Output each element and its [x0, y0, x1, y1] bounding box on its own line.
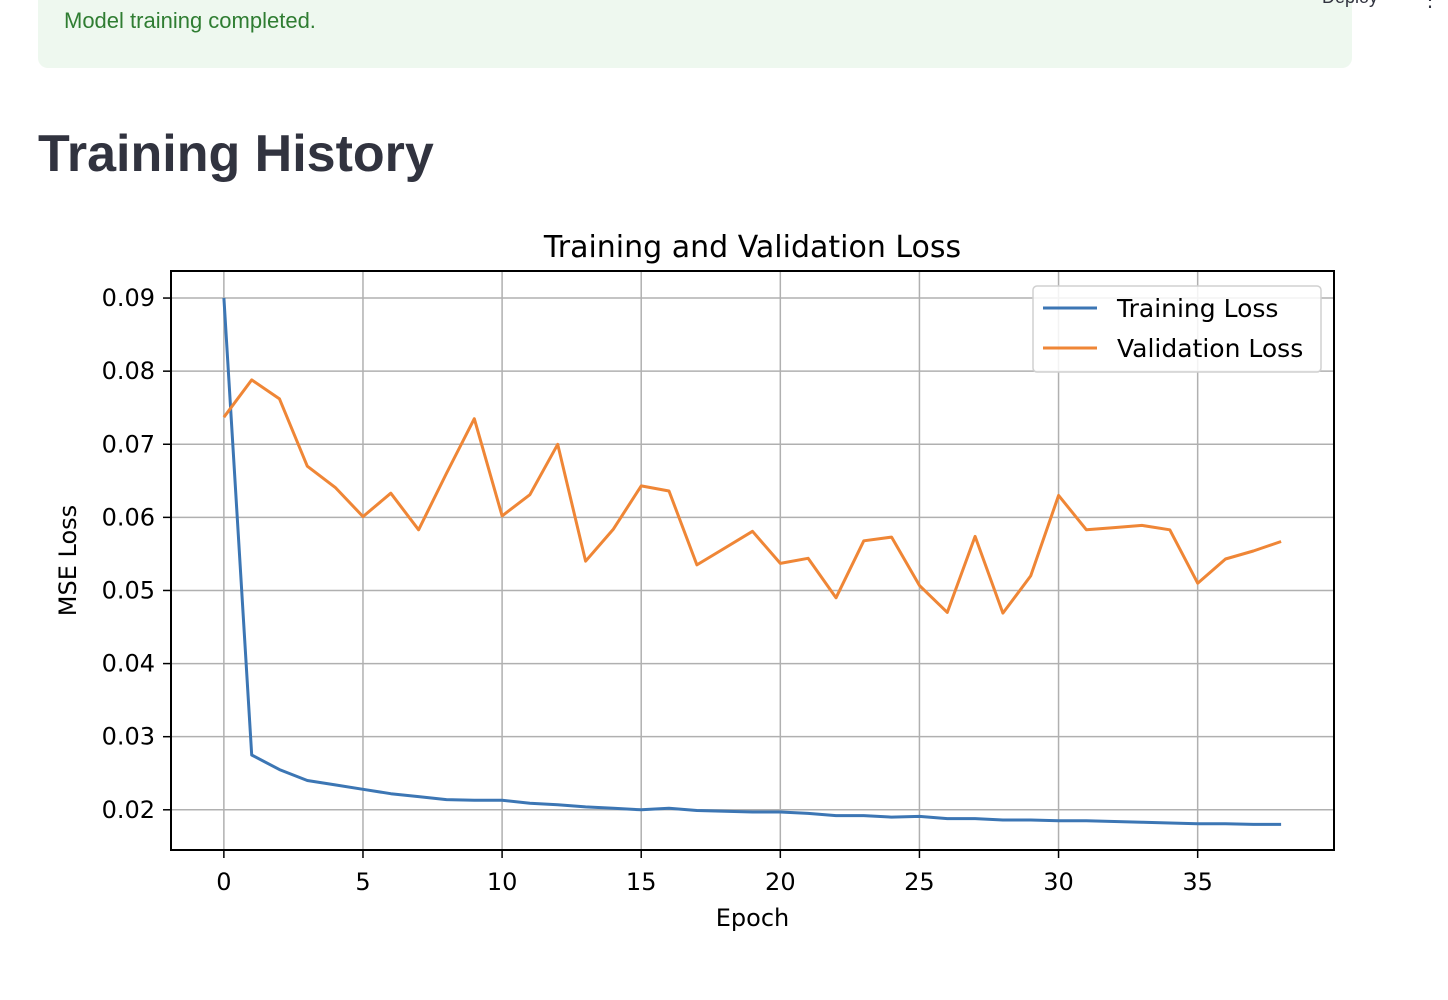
loss-chart: 0 5 10 15 20 25 30 35 0.02 0.03 0.04 0.05 0.06 0.07 0…	[0, 200, 1448, 960]
x-tick-label: 5	[355, 868, 370, 896]
grid-lines	[171, 271, 1334, 850]
series-line-training-loss	[222, 297, 1282, 826]
y-tick-label: 0.02	[102, 796, 155, 824]
y-tick-label: 0.06	[102, 503, 155, 531]
x-tick-label: 10	[487, 868, 518, 896]
y-tick-label: 0.03	[102, 723, 155, 751]
success-alert: Model training completed.	[38, 0, 1352, 68]
deploy-button[interactable]: Deploy	[1300, 0, 1400, 8]
x-tick-label: 35	[1182, 868, 1213, 896]
x-axis: 0 5 10 15 20 25 30 35	[216, 850, 1213, 896]
loss-chart-svg: 0 5 10 15 20 25 30 35 0.020.030.040.050.060.070…	[54, 230, 1335, 932]
y-tick-label: 0.08	[102, 357, 155, 385]
legend-label-validation-loss: Validation Loss	[1117, 334, 1303, 363]
success-message: Model training completed.	[64, 8, 316, 33]
y-tick-label: 0.09	[102, 284, 155, 312]
y-axis: 0.02 0.03 0.04 0.05 0.06 0.07 0.08 0.09	[102, 284, 171, 824]
x-tick-label: 15	[626, 868, 657, 896]
y-tick-label: 0.04	[102, 650, 155, 678]
legend-label-training-loss: Training Loss	[1116, 294, 1278, 323]
plot-frame	[170, 270, 1335, 851]
x-axis-label: Epoch	[716, 904, 790, 932]
chart-legend: Training Loss Validation Loss	[1032, 285, 1322, 373]
chart-title: Training and Validation Loss	[543, 230, 961, 265]
x-tick-label: 0	[216, 868, 231, 896]
page-title: Training History	[38, 125, 434, 183]
x-tick-label: 25	[904, 868, 935, 896]
main-menu-button[interactable]: ⋮	[1418, 0, 1442, 10]
x-tick-label: 30	[1043, 868, 1074, 896]
y-tick-label: 0.07	[102, 430, 155, 458]
x-tick-label: 20	[765, 868, 796, 896]
legend-box	[1032, 285, 1322, 373]
y-tick-label: 0.05	[102, 576, 155, 604]
y-axis-label: MSE Loss	[54, 505, 82, 616]
vertical-dots-icon: ⋮	[1420, 0, 1440, 11]
series-line-validation-loss	[222, 378, 1282, 615]
series-lines	[222, 297, 1282, 826]
